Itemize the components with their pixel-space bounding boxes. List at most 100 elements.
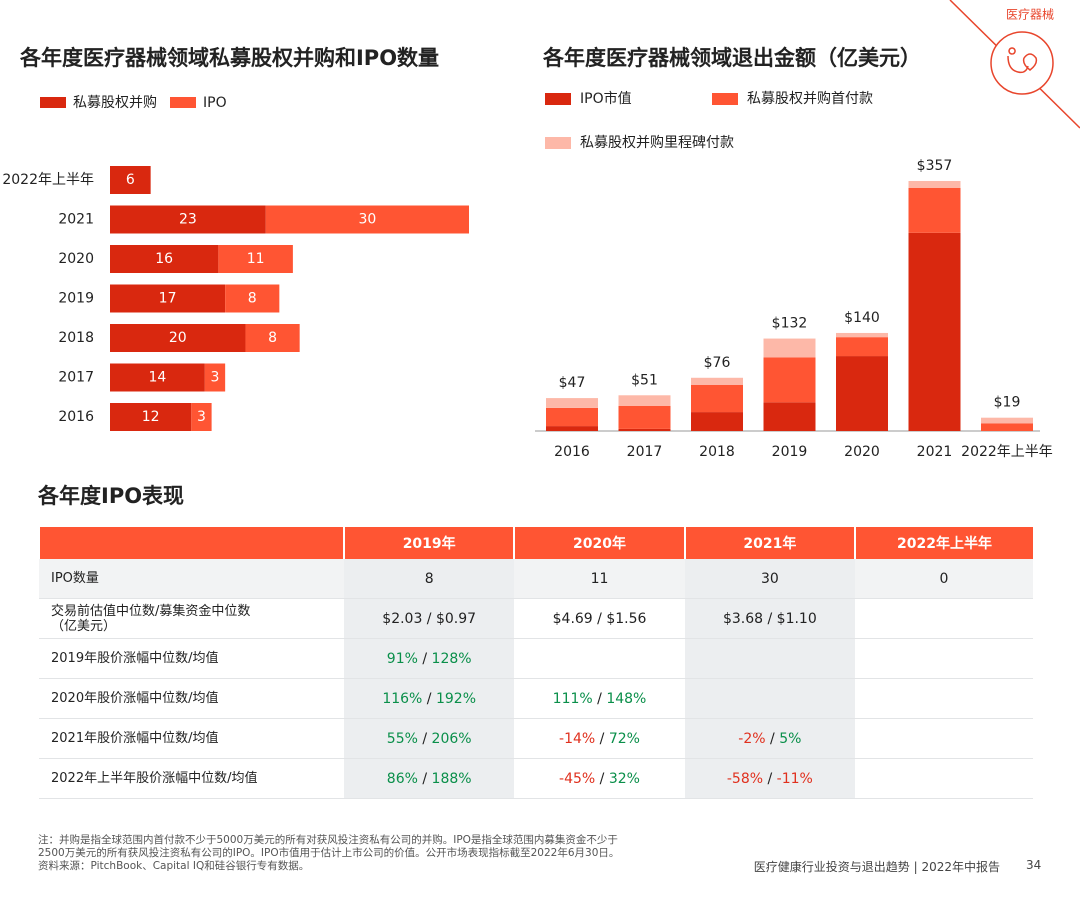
legend-swatch: [170, 97, 196, 108]
bar: [836, 356, 888, 431]
cell-value: -58%: [726, 770, 764, 787]
row: 2020年股价涨幅中位数/均值 116% / 192% 111% / 148%: [39, 678, 1033, 719]
cell: 8: [344, 559, 515, 599]
table-title: 各年度IPO表现: [37, 484, 184, 508]
cell: 0: [855, 559, 1033, 599]
bar: [763, 402, 816, 431]
x-tick-label: 2017: [627, 444, 663, 460]
y-tick-label: 2017: [58, 370, 94, 386]
cell: 11: [514, 559, 685, 599]
row-label: 2021年股价涨幅中位数/均值: [39, 718, 344, 759]
total-label: $76: [704, 355, 731, 371]
bar-label: 8: [268, 330, 277, 346]
header-row: 2019年 2020年 2021年 2022年上半年: [38, 527, 1033, 559]
cell-value: 5%: [779, 730, 802, 747]
cell: 111% / 148%: [514, 678, 685, 719]
note: 资料来源：PitchBook、Capital IQ和硅谷银行专有数据。: [38, 860, 310, 872]
legend-label: 私募股权并购: [73, 95, 157, 111]
bar: [546, 426, 598, 431]
logo-circle: [990, 31, 1054, 95]
bar: [691, 412, 743, 431]
bar: [691, 377, 743, 385]
row: IPO数量 8 11 30 0: [39, 559, 1033, 599]
cell-value: 148%: [606, 690, 647, 707]
row-label: 交易前估值中位数/募集资金中位数 （亿美元）: [39, 598, 344, 639]
bar: [110, 363, 205, 392]
bar: [110, 284, 226, 313]
x-tick-label: 2021: [917, 444, 953, 460]
cell: [514, 638, 685, 679]
total-label: $19: [994, 395, 1021, 411]
bar: [225, 284, 280, 313]
cell: $3.68 / $1.10: [684, 598, 856, 639]
bar: [110, 403, 192, 431]
note: 注：并购是指全球范围内首付款不少于5000万美元的所有对获风投注资私有公司的并购…: [38, 834, 618, 846]
bar: [981, 423, 1033, 431]
bar: [618, 405, 671, 429]
total-label: $47: [559, 375, 586, 391]
cell: $2.03 / $0.97: [344, 598, 515, 639]
bar: [908, 232, 961, 431]
header-cell: 2019年: [342, 527, 515, 559]
y-tick-label: 2022年上半年: [2, 172, 94, 188]
cell-value: 55%: [386, 730, 418, 747]
bar: [546, 398, 598, 408]
cell-value: 188%: [431, 770, 472, 787]
bar: [265, 205, 469, 234]
bar: [245, 324, 300, 352]
cell: 116% / 192%: [344, 678, 515, 719]
cell-value: -14%: [559, 730, 596, 747]
separator: /: [417, 770, 432, 787]
row: 2022年上半年股价涨幅中位数/均值 86% / 188% -45% / 32% -5…: [39, 758, 1033, 799]
separator: /: [595, 770, 609, 787]
cell-value: 116%: [382, 690, 423, 707]
cell: 86% / 188%: [344, 758, 515, 799]
chart-title: 各年度医疗器械领域退出金额（亿美元）: [542, 46, 921, 70]
bar: [763, 338, 816, 358]
bar: [110, 245, 219, 273]
x-tick-label: 2020: [844, 444, 880, 460]
x-tick-label: 2022年上半年: [961, 444, 1053, 460]
cell: -2% / 5%: [684, 718, 856, 759]
separator: /: [417, 650, 432, 667]
total-label: $140: [844, 310, 880, 326]
chart-title: 各年度医疗器械领域私募股权并购和IPO数量: [19, 46, 439, 70]
separator: /: [763, 770, 777, 787]
cell: -58% / -11%: [684, 758, 856, 799]
bar-label: 3: [211, 370, 220, 386]
logo-text: 医疗器械: [1006, 7, 1054, 22]
header-cell: [38, 527, 344, 559]
separator: /: [592, 690, 607, 707]
cell-value: 91%: [386, 650, 418, 667]
cell: 55% / 206%: [344, 718, 515, 759]
legend-label: 私募股权并购首付款: [747, 91, 873, 107]
separator: /: [417, 730, 432, 747]
row: 2021年股价涨幅中位数/均值 55% / 206% -14% / 72% -2% /…: [39, 718, 1033, 759]
row-label: 2020年股价涨幅中位数/均值: [39, 678, 344, 719]
legend-label: IPO市值: [580, 90, 632, 107]
bar: [618, 395, 671, 406]
bar: [618, 428, 671, 431]
separator: /: [765, 730, 780, 747]
bar-label: 17: [159, 291, 177, 307]
legend-swatch: [712, 93, 738, 105]
bar: [908, 188, 961, 233]
legend-label: 私募股权并购里程碑付款: [580, 135, 734, 151]
cell-value: -11%: [776, 770, 813, 787]
header-cell: 2021年: [683, 527, 856, 559]
cell: 91% / 128%: [344, 638, 515, 679]
row-label: IPO数量: [39, 559, 344, 599]
bar: [981, 417, 1033, 424]
bar-label: 11: [247, 251, 265, 267]
cell: -45% / 32%: [514, 758, 685, 799]
bar-label: 8: [248, 291, 257, 307]
header-cell: 2022年上半年: [854, 527, 1033, 559]
bar-label: 3: [197, 409, 206, 425]
cell-value: 128%: [431, 650, 472, 667]
cell-value: -2%: [738, 730, 766, 747]
separator: /: [422, 690, 436, 707]
bar: [908, 181, 961, 189]
total-label: $132: [772, 316, 808, 332]
